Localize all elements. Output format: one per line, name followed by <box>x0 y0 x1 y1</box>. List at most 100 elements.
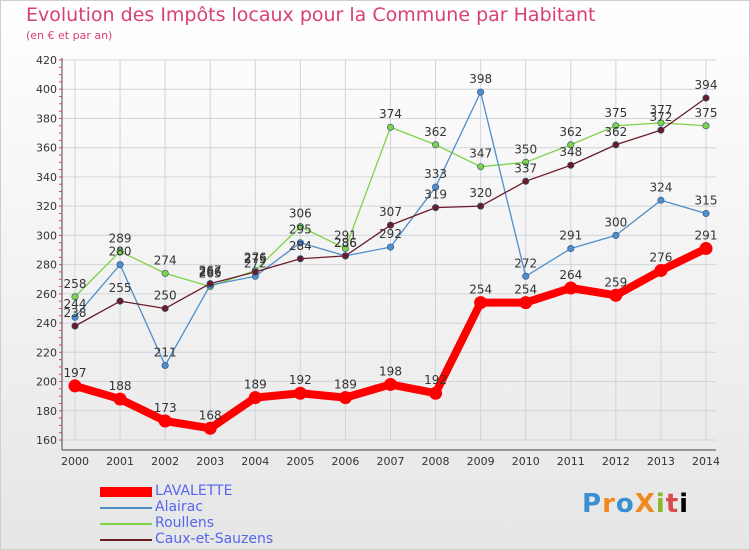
data-point <box>612 231 620 239</box>
data-point <box>71 313 79 321</box>
data-point <box>612 122 620 130</box>
data-point <box>477 88 485 96</box>
legend-swatch <box>100 507 152 509</box>
y-tick-label: 200 <box>36 376 57 389</box>
data-point <box>432 141 440 149</box>
data-point <box>341 252 349 260</box>
x-tick-label: 2001 <box>106 455 134 468</box>
data-label: 362 <box>604 125 627 139</box>
legend-swatch <box>100 523 152 525</box>
data-label: 192 <box>424 373 447 387</box>
data-label: 348 <box>559 145 582 159</box>
data-label: 267 <box>199 264 222 278</box>
data-point <box>386 123 394 131</box>
data-point <box>429 386 443 400</box>
data-point <box>113 392 127 406</box>
data-label: 394 <box>695 78 718 92</box>
data-label: 189 <box>334 378 357 392</box>
data-point <box>386 243 394 251</box>
data-label: 291 <box>695 229 718 243</box>
x-tick-label: 2009 <box>467 455 495 468</box>
data-label: 244 <box>64 297 87 311</box>
y-tick-label: 280 <box>36 259 57 272</box>
data-label: 250 <box>154 288 177 302</box>
data-label: 292 <box>379 227 402 241</box>
y-tick-label: 420 <box>36 54 57 67</box>
x-tick-label: 2010 <box>512 455 540 468</box>
legend-label: LAVALETTE <box>155 483 233 499</box>
data-label: 286 <box>334 236 357 250</box>
x-tick-label: 2003 <box>196 455 224 468</box>
y-tick-label: 340 <box>36 171 57 184</box>
data-label: 284 <box>289 239 312 253</box>
data-point <box>296 223 304 231</box>
x-tick-label: 2006 <box>331 455 359 468</box>
data-point <box>116 261 124 269</box>
data-point <box>203 421 217 435</box>
data-point <box>432 183 440 191</box>
data-point <box>654 263 668 277</box>
x-tick-label: 2012 <box>602 455 630 468</box>
legend-swatch <box>100 487 152 497</box>
y-tick-label: 300 <box>36 229 57 242</box>
data-label: 291 <box>559 229 582 243</box>
legend-swatch <box>100 539 152 541</box>
data-point <box>248 391 262 405</box>
data-point <box>564 281 578 295</box>
x-tick-label: 2014 <box>692 455 720 468</box>
data-label: 347 <box>469 147 492 161</box>
proxiti-logo: ProXiti <box>582 489 690 519</box>
x-tick-label: 2004 <box>241 455 269 468</box>
data-label: 274 <box>154 253 177 267</box>
data-point <box>251 268 259 276</box>
data-label: 306 <box>289 207 312 221</box>
data-point <box>657 196 665 204</box>
x-tick-label: 2005 <box>286 455 314 468</box>
data-label: 188 <box>109 379 132 393</box>
data-label: 255 <box>109 281 132 295</box>
data-point <box>567 245 575 253</box>
data-point <box>657 119 665 127</box>
data-point <box>161 269 169 277</box>
x-tick-label: 2011 <box>557 455 585 468</box>
data-label: 238 <box>64 306 87 320</box>
data-label: 307 <box>379 205 402 219</box>
data-point <box>68 379 82 393</box>
data-label: 362 <box>559 125 582 139</box>
data-label: 362 <box>424 125 447 139</box>
data-label: 276 <box>244 250 267 264</box>
data-label: 197 <box>64 366 87 380</box>
y-tick-label: 180 <box>36 405 57 418</box>
x-tick-label: 2008 <box>422 455 450 468</box>
y-tick-label: 160 <box>36 434 57 447</box>
data-point <box>338 391 352 405</box>
y-tick-label: 240 <box>36 317 57 330</box>
data-label: 259 <box>604 275 627 289</box>
y-tick-label: 320 <box>36 200 57 213</box>
data-label: 192 <box>289 373 312 387</box>
data-label: 315 <box>695 193 718 207</box>
data-label: 377 <box>649 103 672 117</box>
y-tick-label: 380 <box>36 112 57 125</box>
x-tick-label: 2000 <box>61 455 89 468</box>
data-label: 280 <box>109 245 132 259</box>
data-label: 398 <box>469 72 492 86</box>
data-point <box>522 177 530 185</box>
data-point <box>432 204 440 212</box>
data-label: 300 <box>604 215 627 229</box>
data-point <box>567 161 575 169</box>
x-tick-label: 2013 <box>647 455 675 468</box>
data-label: 258 <box>64 277 87 291</box>
y-tick-label: 400 <box>36 83 57 96</box>
data-label: 254 <box>514 283 537 297</box>
data-point <box>293 386 307 400</box>
legend-label: Alairac <box>155 499 203 515</box>
data-point <box>522 158 530 166</box>
data-label: 324 <box>649 180 672 194</box>
legend-label: Roullens <box>155 515 215 531</box>
data-point <box>567 141 575 149</box>
data-point <box>71 322 79 330</box>
x-tick-label: 2007 <box>377 455 405 468</box>
data-point <box>296 255 304 263</box>
